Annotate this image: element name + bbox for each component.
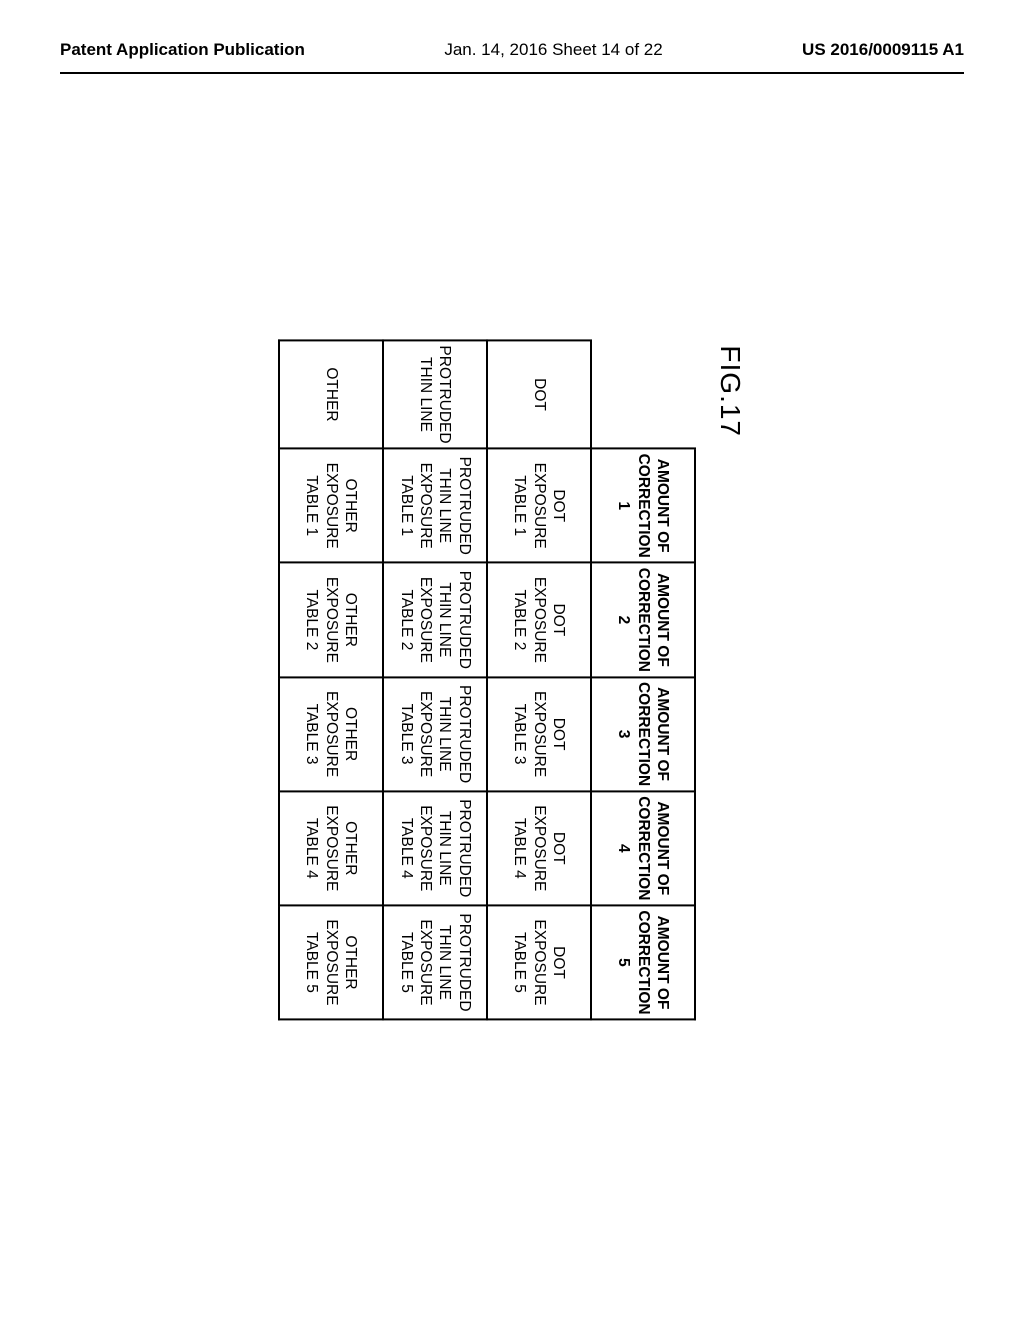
table-cell: PROTRUDED THIN LINE EXPOSURE TABLE 3 (383, 677, 487, 791)
table-cell: OTHER EXPOSURE TABLE 2 (279, 563, 383, 677)
table-cell: DOT EXPOSURE TABLE 5 (487, 905, 591, 1019)
table-cell: PROTRUDED THIN LINE EXPOSURE TABLE 2 (383, 563, 487, 677)
table-cell: DOT EXPOSURE TABLE 4 (487, 791, 591, 905)
table-cell: DOT EXPOSURE TABLE 1 (487, 449, 591, 563)
table-cell: PROTRUDED THIN LINE EXPOSURE TABLE 5 (383, 905, 487, 1019)
table-cell: OTHER EXPOSURE TABLE 3 (279, 677, 383, 791)
exposure-table: AMOUNT OF CORRECTION 1 AMOUNT OF CORRECT… (278, 339, 696, 1020)
table-cell: PROTRUDED THIN LINE EXPOSURE TABLE 4 (383, 791, 487, 905)
col-header: AMOUNT OF CORRECTION 1 (591, 449, 695, 563)
table-header-row: AMOUNT OF CORRECTION 1 AMOUNT OF CORRECT… (591, 340, 695, 1019)
col-header: AMOUNT OF CORRECTION 2 (591, 563, 695, 677)
page-header: Patent Application Publication Jan. 14, … (0, 0, 1024, 70)
table-row: OTHER OTHER EXPOSURE TABLE 1 OTHER EXPOS… (279, 340, 383, 1019)
header-center: Jan. 14, 2016 Sheet 14 of 22 (444, 40, 662, 60)
header-left: Patent Application Publication (60, 40, 305, 60)
table-cell: OTHER EXPOSURE TABLE 5 (279, 905, 383, 1019)
table-cell: DOT EXPOSURE TABLE 2 (487, 563, 591, 677)
col-header: AMOUNT OF CORRECTION 5 (591, 905, 695, 1019)
row-header: OTHER (279, 340, 383, 448)
table-cell: OTHER EXPOSURE TABLE 4 (279, 791, 383, 905)
col-header: AMOUNT OF CORRECTION 3 (591, 677, 695, 791)
table-cell: OTHER EXPOSURE TABLE 1 (279, 449, 383, 563)
header-rule (60, 72, 964, 74)
col-header: AMOUNT OF CORRECTION 4 (591, 791, 695, 905)
table-cell: DOT EXPOSURE TABLE 3 (487, 677, 591, 791)
table-corner-cell (591, 340, 695, 448)
table-row: PROTRUDED THIN LINE PROTRUDED THIN LINE … (383, 340, 487, 1019)
header-right: US 2016/0009115 A1 (802, 40, 964, 60)
figure-region: FIG.17 AMOUNT OF CORRECTION 1 AMOUNT OF … (278, 339, 746, 1020)
figure-label: FIG.17 (714, 345, 746, 1020)
table-cell: PROTRUDED THIN LINE EXPOSURE TABLE 1 (383, 449, 487, 563)
table-row: DOT DOT EXPOSURE TABLE 1 DOT EXPOSURE TA… (487, 340, 591, 1019)
row-header: DOT (487, 340, 591, 448)
row-header: PROTRUDED THIN LINE (383, 340, 487, 448)
